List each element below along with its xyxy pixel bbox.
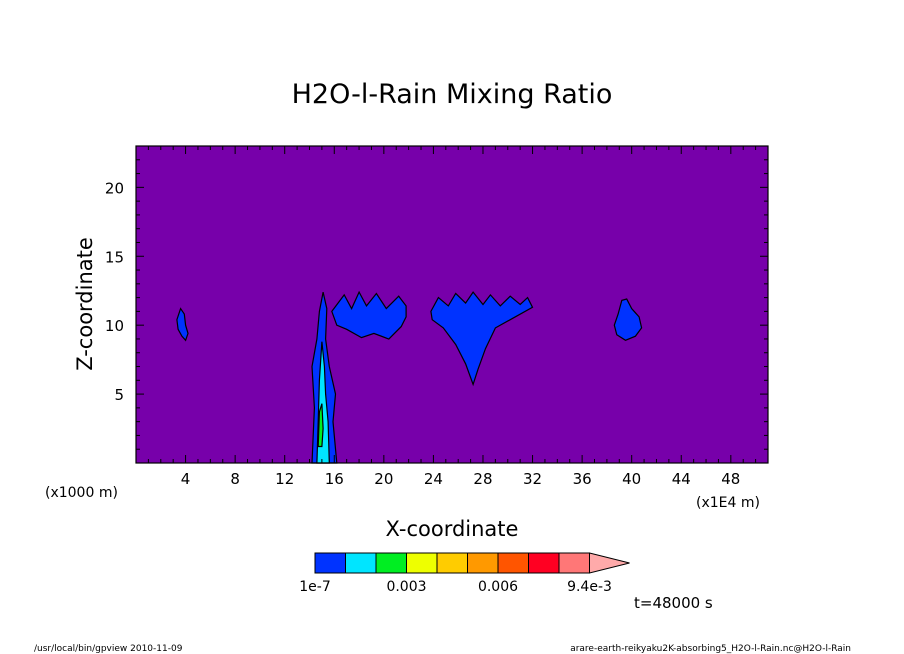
y-tick-label: 15 [105, 248, 124, 266]
x-tick-label: 12 [275, 470, 294, 488]
colorbar-segment [345, 552, 377, 574]
x-tick-label: 20 [374, 470, 393, 488]
contour-anvil-x20 [331, 290, 407, 340]
y-tick-label: 10 [105, 317, 124, 335]
chart-title: H2O-l-Rain Mixing Ratio [292, 79, 613, 110]
x-tick-label: 44 [672, 470, 691, 488]
x-axis-label: X-coordinate [386, 517, 519, 541]
x-tick-label: 24 [424, 470, 443, 488]
colorbar-segment [528, 552, 560, 574]
colorbar-segment [467, 552, 499, 574]
colorbar-segment [314, 552, 346, 574]
x-tick-label: 4 [181, 470, 191, 488]
colorbar-segment [436, 552, 468, 574]
colorbar-segment [558, 552, 590, 574]
colorbar: 1e-7 0.003 0.006 9.4e-3 [299, 552, 630, 595]
plot-area [136, 146, 768, 464]
y-tick-label: 5 [114, 386, 124, 404]
contour-column-green [317, 403, 324, 448]
x-tick-label: 32 [523, 470, 542, 488]
contour-cloud-x4 [176, 307, 189, 342]
colorbar-label: 0.003 [386, 579, 426, 595]
colorbar-segment [406, 552, 438, 574]
x-tick-label: 40 [622, 470, 641, 488]
time-label: t=48000 s [634, 594, 713, 612]
x-unit-left-label: (x1000 m) [45, 485, 118, 501]
x-tick-label: 36 [573, 470, 592, 488]
colorbar-extend-arrow [589, 552, 630, 574]
plot-frame [135, 145, 769, 464]
y-tick-label: 20 [105, 179, 124, 197]
footer-left: /usr/local/bin/gpview 2010-11-09 [34, 644, 183, 654]
colorbar-segment [497, 552, 529, 574]
footer-right: arare-earth-reikyaku2K-absorbing5_H2O-l-… [570, 644, 851, 654]
contour-anvil-x27 [430, 291, 534, 387]
contour-cloud-x39 [613, 298, 643, 341]
x-tick-label: 8 [230, 470, 240, 488]
colorbar-label: 9.4e-3 [567, 579, 612, 595]
colorbar-segment [375, 552, 407, 574]
x-tick-label: 48 [721, 470, 740, 488]
y-axis-label: Z-coordinate [73, 237, 97, 371]
colorbar-label: 0.006 [478, 579, 518, 595]
colorbar-label: 1e-7 [299, 579, 330, 595]
x-tick-label: 16 [325, 470, 344, 488]
x-unit-right-label: (x1E4 m) [696, 495, 760, 511]
x-tick-label: 28 [473, 470, 492, 488]
